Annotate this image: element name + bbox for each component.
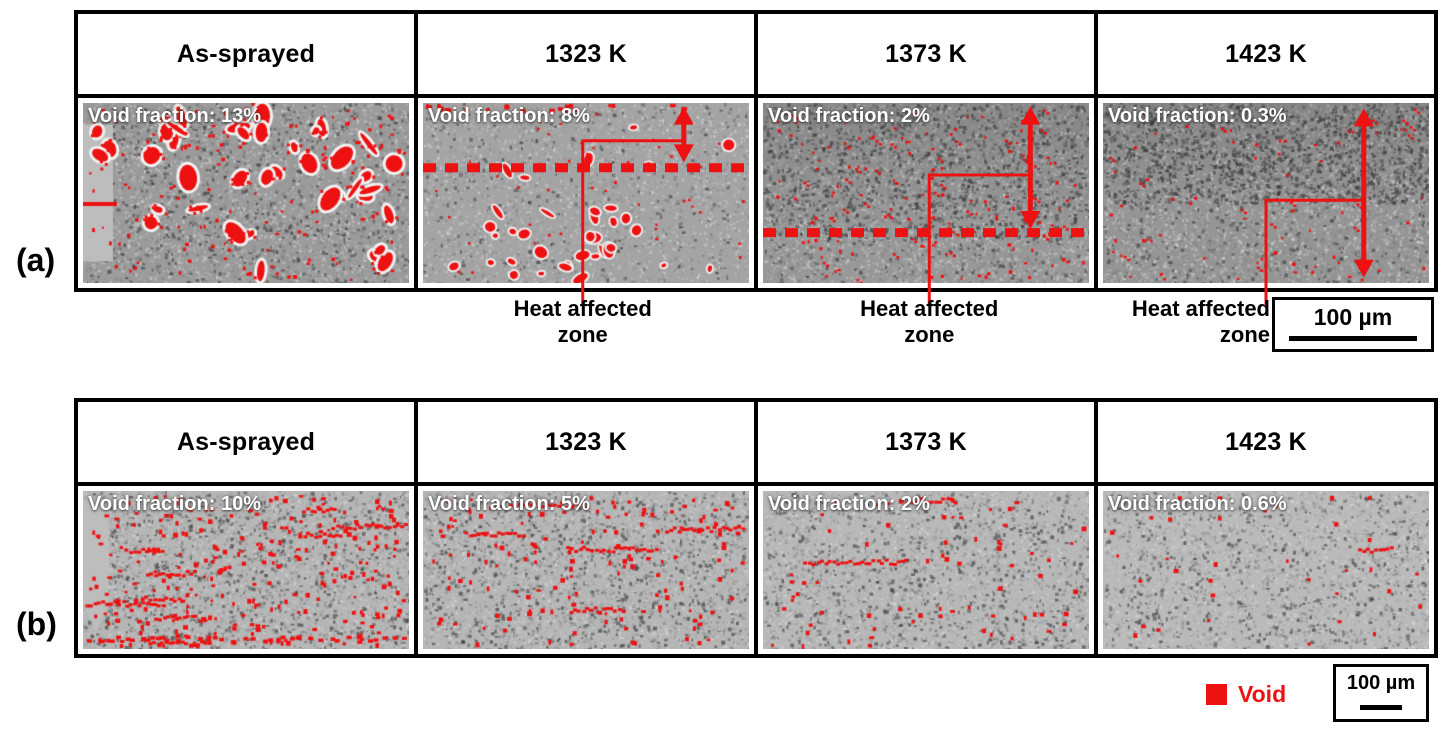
column-header-a-3: 1423 K bbox=[1098, 14, 1434, 94]
void-fraction-label-a-1: Void fraction: 8% bbox=[428, 105, 590, 127]
scale-bar-a-line bbox=[1289, 336, 1417, 341]
heat-affected-zone-label-3: Heat affected zone bbox=[1070, 296, 1270, 348]
scale-bar-b-label: 100 µm bbox=[1346, 672, 1416, 694]
scale-bar-a-label: 100 µm bbox=[1313, 304, 1393, 330]
subfigure-a-label: (a) bbox=[16, 242, 56, 278]
heat-affected-zone-line1: Heat affected bbox=[1131, 296, 1270, 321]
heat-affected-zone-line1: Heat affected bbox=[513, 296, 652, 321]
micrograph-table-b: As-sprayed 1323 K 1373 K 1423 K Void fractio… bbox=[74, 398, 1438, 658]
heat-affected-zone-line2: zone bbox=[557, 322, 608, 347]
subfigure-b-label: (b) bbox=[16, 606, 57, 642]
micrograph-panel-b-2: Void fraction: 2% bbox=[758, 486, 1094, 654]
scale-bar-a: 100 µm bbox=[1272, 297, 1434, 352]
void-fraction-label-a-3: Void fraction: 0.3% bbox=[1108, 105, 1287, 127]
void-legend-label: Void bbox=[1238, 681, 1287, 707]
micrograph-image-a-1 bbox=[423, 103, 749, 283]
void-fraction-label-b-3: Void fraction: 0.6% bbox=[1108, 493, 1287, 515]
micrograph-image-b-1 bbox=[423, 491, 749, 649]
scale-bar-b: 100 µm bbox=[1333, 664, 1429, 722]
void-fraction-label-b-2: Void fraction: 2% bbox=[768, 493, 930, 515]
micrograph-table-a: As-sprayed 1323 K 1373 K 1423 K Void fractio… bbox=[74, 10, 1438, 305]
micrograph-panel-b-3: Void fraction: 0.6% bbox=[1098, 486, 1434, 654]
void-fraction-label-a-0: Void fraction: 13% bbox=[88, 105, 261, 127]
heat-affected-zone-annotation bbox=[423, 106, 749, 305]
micrograph-panel-a-1: Void fraction: 8% bbox=[418, 98, 754, 305]
micrograph-image-b-0 bbox=[83, 491, 409, 649]
void-legend: Void bbox=[1206, 681, 1286, 708]
heat-affected-zone-annotation bbox=[1264, 108, 1374, 305]
column-header-a-0: As-sprayed bbox=[78, 14, 414, 94]
column-header-b-2: 1373 K bbox=[758, 402, 1094, 482]
column-header-b-0: As-sprayed bbox=[78, 402, 414, 482]
void-legend-swatch bbox=[1206, 684, 1227, 705]
micrograph-image-b-3 bbox=[1103, 491, 1429, 649]
column-header-a-1: 1323 K bbox=[418, 14, 754, 94]
column-header-b-1: 1323 K bbox=[418, 402, 754, 482]
micrograph-panel-a-0: Void fraction: 13% bbox=[78, 98, 414, 288]
scale-bar-b-line bbox=[1360, 705, 1402, 710]
heat-affected-zone-line2: zone bbox=[904, 322, 955, 347]
void-fraction-label-b-0: Void fraction: 10% bbox=[88, 493, 261, 515]
micrograph-panel-b-0: Void fraction: 10% bbox=[78, 486, 414, 654]
column-header-b-3: 1423 K bbox=[1098, 402, 1434, 482]
heat-affected-zone-line1: Heat affected bbox=[860, 296, 999, 321]
void-fraction-label-b-1: Void fraction: 5% bbox=[428, 493, 590, 515]
heat-affected-zone-annotation bbox=[763, 106, 1089, 305]
micrograph-image-b-2 bbox=[763, 491, 1089, 649]
heat-affected-zone-line2: zone bbox=[1219, 322, 1270, 347]
void-fraction-label-a-2: Void fraction: 2% bbox=[768, 105, 930, 127]
micrograph-panel-a-2: Void fraction: 2% bbox=[758, 98, 1094, 305]
column-header-a-2: 1373 K bbox=[758, 14, 1094, 94]
micrograph-image-a-0 bbox=[83, 103, 409, 283]
micrograph-panel-a-3: Void fraction: 0.3% bbox=[1098, 98, 1434, 305]
heat-affected-zone-label-2: Heat affected zone bbox=[829, 296, 1029, 348]
heat-affected-zone-label-1: Heat affected zone bbox=[483, 296, 683, 348]
micrograph-panel-b-1: Void fraction: 5% bbox=[418, 486, 754, 654]
micrograph-image-a-2 bbox=[763, 103, 1089, 283]
